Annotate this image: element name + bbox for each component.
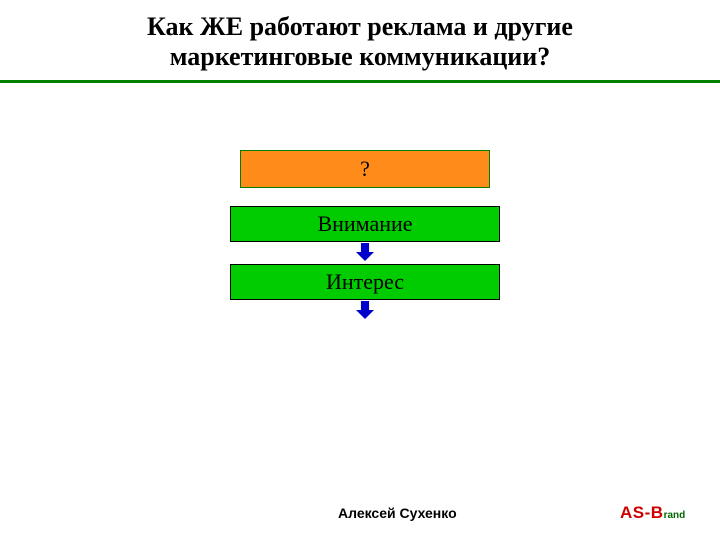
title-underline xyxy=(0,80,720,83)
title-line-1: Как ЖЕ работают реклама и другие xyxy=(147,12,573,41)
flow-box-label-0: ? xyxy=(360,156,370,182)
slide-title: Как ЖЕ работают реклама и другие маркети… xyxy=(0,12,720,72)
down-arrow-icon xyxy=(356,301,374,319)
down-arrow-icon xyxy=(356,243,374,261)
footer-logo: AS-Brand xyxy=(620,503,685,523)
flow-box-2: Интерес xyxy=(230,264,500,300)
flow-box-1: Внимание xyxy=(230,206,500,242)
logo-rand: rand xyxy=(664,510,686,521)
title-line-2: маркетинговые коммуникации? xyxy=(170,42,551,71)
logo-as: AS-B xyxy=(620,503,664,522)
flow-box-0: ? xyxy=(240,150,490,188)
flow-box-label-2: Интерес xyxy=(326,269,404,295)
footer-author: Алексей Сухенко xyxy=(338,505,457,521)
flow-box-label-1: Внимание xyxy=(317,211,412,237)
